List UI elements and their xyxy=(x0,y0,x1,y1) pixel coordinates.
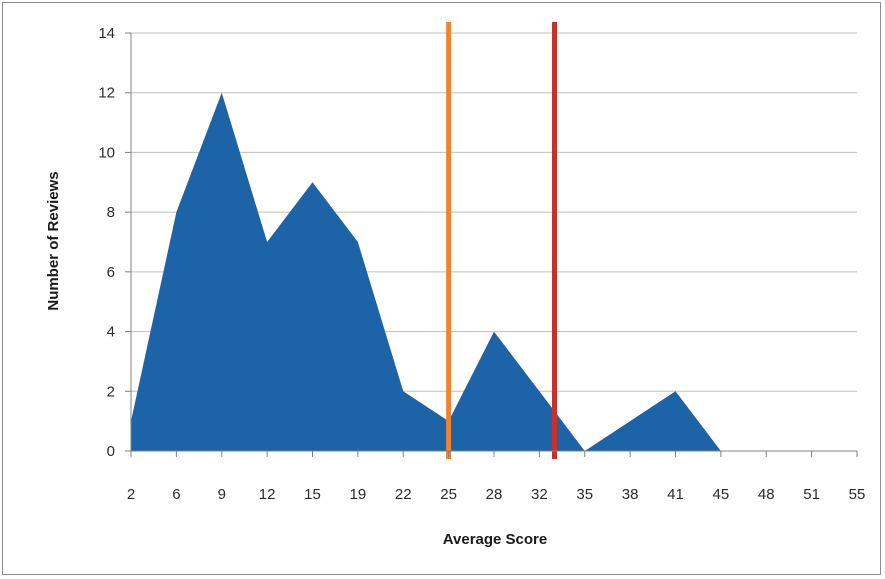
x-tick-label: 9 xyxy=(218,486,226,503)
x-tick-label: 48 xyxy=(758,486,775,503)
y-tick-label: 10 xyxy=(98,144,115,161)
x-tick-label: 19 xyxy=(350,486,367,503)
x-tick-label: 41 xyxy=(667,486,684,503)
plot-area xyxy=(131,92,721,451)
y-axis-title: Number of Reviews xyxy=(45,171,62,310)
axes xyxy=(130,33,858,457)
x-tick-labels: 2 6 9 12 15 19 22 25 28 32 35 38 41 45 48 51 55 xyxy=(127,486,866,503)
y-tick-label: 8 xyxy=(107,204,115,221)
area-series xyxy=(131,92,721,451)
x-tick-label: 32 xyxy=(531,486,548,503)
x-tick-label: 6 xyxy=(172,486,180,503)
y-tick-label: 12 xyxy=(98,85,115,102)
x-tick-label: 2 xyxy=(127,486,135,503)
x-tick-label: 55 xyxy=(849,486,866,503)
x-tick-label: 28 xyxy=(486,486,503,503)
y-tick-labels: 0 2 4 6 8 10 12 14 xyxy=(98,25,115,460)
x-tick-label: 25 xyxy=(440,486,457,503)
x-tick-label: 45 xyxy=(713,486,730,503)
y-tick-label: 0 xyxy=(107,443,115,460)
y-tick-label: 2 xyxy=(107,383,115,400)
y-tick-label: 4 xyxy=(107,324,115,341)
x-tick-label: 12 xyxy=(259,486,276,503)
x-tick-label: 35 xyxy=(576,486,593,503)
x-tick-label: 38 xyxy=(622,486,639,503)
y-tick-label: 6 xyxy=(107,264,115,281)
x-tick-label: 22 xyxy=(395,486,412,503)
x-tick-label: 15 xyxy=(304,486,321,503)
x-tick-label: 51 xyxy=(803,486,820,503)
reference-lines xyxy=(446,22,557,459)
y-tick-label: 14 xyxy=(98,25,115,42)
x-axis-title: Average Score xyxy=(443,531,548,548)
